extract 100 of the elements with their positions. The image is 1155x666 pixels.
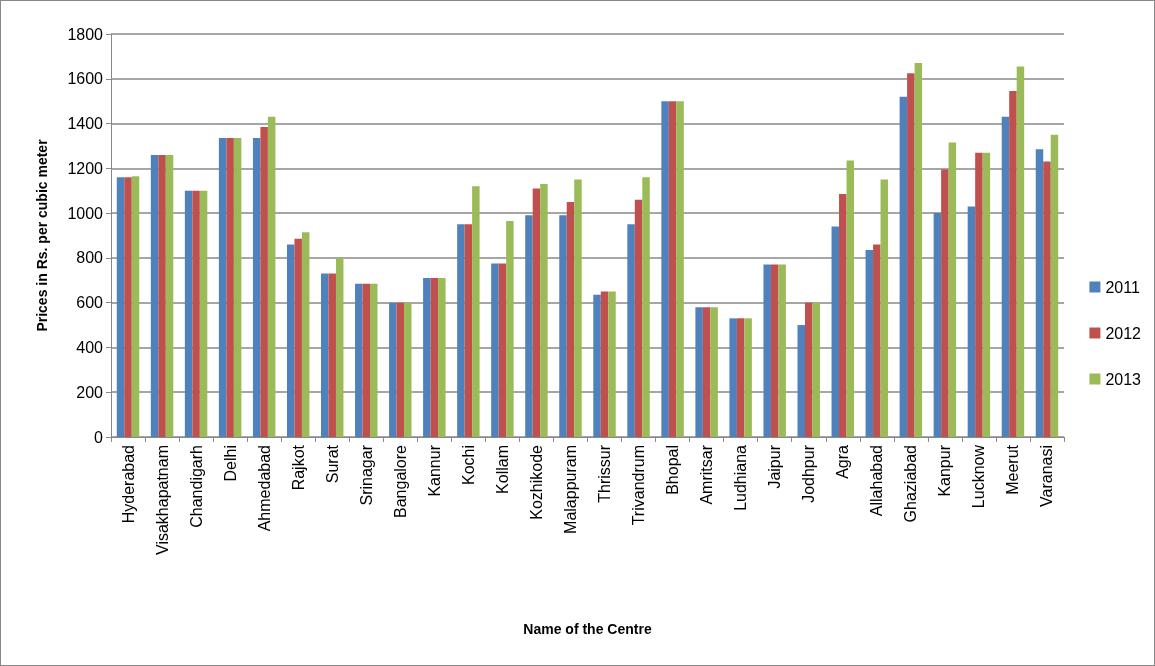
x-tick-label: Delhi: [221, 445, 239, 482]
bar: [941, 169, 949, 437]
bar: [846, 160, 854, 437]
bar: [661, 101, 669, 437]
bar: [1016, 66, 1025, 437]
bar: [729, 318, 737, 437]
bar: [124, 177, 132, 437]
x-tick-label: Jodhpur: [800, 444, 818, 503]
bar: [804, 302, 813, 437]
x-tick-label: Jaipur: [766, 444, 784, 489]
bar: [506, 220, 514, 437]
bar: [1035, 149, 1044, 437]
x-tick-label: Malappuram: [561, 445, 579, 534]
y-tick-label: 0: [94, 428, 104, 446]
bar: [668, 101, 677, 437]
x-tick-label: Hyderabad: [119, 445, 137, 524]
bar: [1009, 91, 1017, 437]
bar: [321, 273, 329, 437]
bar: [627, 224, 635, 437]
bar: [865, 250, 874, 437]
legend-label: 2013: [1105, 370, 1142, 388]
bar: [593, 294, 601, 437]
x-tick-label: Kanpur: [936, 444, 954, 497]
bar: [355, 283, 363, 437]
x-tick-label: Ahmedabad: [255, 445, 273, 532]
y-tick-label: 200: [76, 383, 104, 401]
x-tick-label: Varanasi: [1038, 445, 1056, 507]
bar: [158, 154, 166, 437]
bar: [199, 190, 208, 437]
bar: [192, 190, 200, 437]
x-tick-label: Kollam: [493, 445, 511, 494]
bar: [294, 238, 302, 437]
x-tick-label: Kozhikode: [527, 444, 545, 520]
bar: [770, 264, 779, 437]
bar: [778, 264, 786, 437]
y-tick-label: 1800: [67, 25, 104, 43]
y-tick-label: 400: [76, 338, 104, 356]
bar: [226, 138, 234, 437]
x-tick-label: Kannur: [425, 444, 443, 497]
bar: [362, 283, 371, 437]
bar: [430, 278, 439, 437]
y-tick-label: 800: [76, 249, 104, 267]
bar: [150, 154, 159, 437]
x-axis-title: Name of the Centre: [523, 621, 652, 637]
bar: [165, 154, 174, 437]
bar: [948, 142, 957, 437]
bar: [634, 199, 643, 437]
bar: [744, 318, 752, 437]
bar: [370, 283, 378, 437]
bar: [642, 177, 650, 437]
bar: [574, 179, 582, 437]
x-tick-label: Rajkot: [289, 444, 307, 491]
bar: [763, 264, 771, 437]
bar: [982, 152, 991, 437]
bar: [695, 307, 703, 437]
bar: [389, 302, 397, 437]
bar: [967, 206, 976, 437]
bar: [676, 101, 684, 437]
bar: [396, 302, 405, 437]
x-tick-label: Bangalore: [391, 444, 409, 518]
bar: [880, 179, 889, 437]
x-tick-label: Ghaziabad: [902, 445, 920, 523]
x-tick-label: Allahabad: [868, 445, 886, 517]
bar: [472, 186, 480, 437]
bar: [736, 318, 745, 437]
bar: [335, 257, 344, 437]
bar: [797, 325, 805, 437]
bar: [301, 232, 310, 437]
bar: [559, 215, 567, 437]
bar: [933, 213, 942, 437]
bar: [1043, 161, 1051, 437]
y-axis-title: Prices in Rs. per cubic meter: [34, 138, 50, 332]
x-tick-label: Trivandrum: [630, 445, 648, 526]
bar: [131, 176, 140, 437]
bar: [812, 302, 820, 437]
bar: [907, 73, 915, 437]
y-tick-label: 1400: [67, 115, 104, 133]
x-tick-label: Srinagar: [357, 444, 375, 506]
bar: [267, 116, 276, 437]
bar: [914, 63, 923, 437]
bar: [260, 126, 268, 437]
bar: [491, 263, 499, 437]
bar: [566, 201, 575, 437]
y-tick-label: 600: [76, 294, 104, 312]
bar: [218, 138, 227, 437]
y-tick-label: 1200: [67, 159, 104, 177]
x-tick-label: Ludhiana: [732, 444, 750, 511]
x-tick-label: Thrissur: [596, 444, 614, 503]
bar: [532, 188, 541, 437]
bar: [839, 194, 847, 437]
y-tick-label: 1600: [67, 70, 104, 88]
bar: [608, 291, 616, 437]
bar: [252, 138, 261, 437]
x-tick-label: Amritsar: [698, 444, 716, 505]
x-tick-label: Visakhapatnam: [153, 445, 171, 555]
bar: [286, 244, 295, 437]
bar: [540, 184, 548, 437]
bar: [233, 138, 242, 437]
x-tick-label: Surat: [323, 444, 341, 484]
bar: [831, 226, 840, 437]
